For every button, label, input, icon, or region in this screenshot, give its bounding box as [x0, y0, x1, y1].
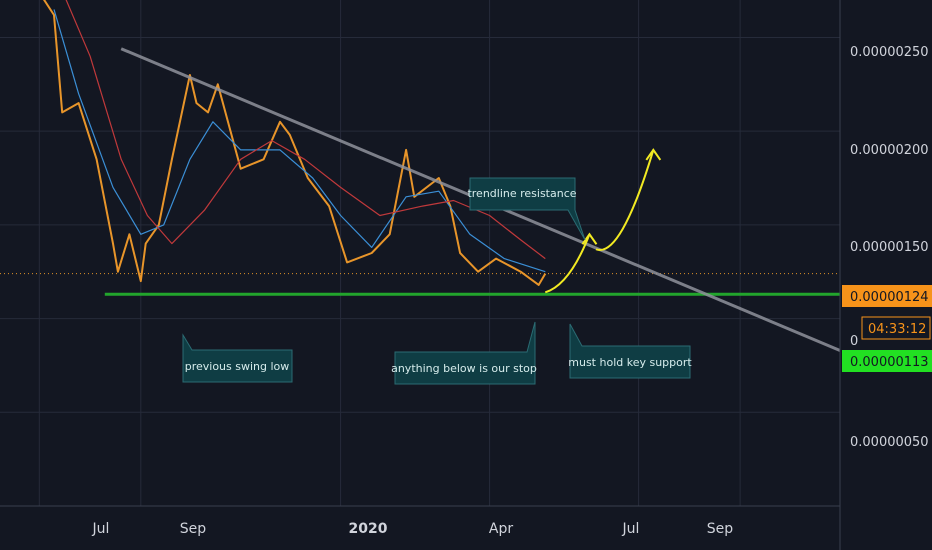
grid-lines: [0, 0, 840, 506]
y-tick-label: 0.00000200: [850, 143, 929, 158]
callout-text: anything below is our stop: [391, 362, 537, 375]
y-tick-label-partial: 0: [850, 334, 858, 349]
support-price-tag: [842, 350, 932, 372]
projection-arrow-head: [645, 148, 662, 161]
callout-text: trendline resistance: [467, 187, 576, 200]
projection-arrow: [595, 149, 655, 251]
x-tick-label: Sep: [180, 521, 207, 537]
x-tick-label: Jul: [92, 521, 110, 537]
countdown-tag: [861, 316, 931, 340]
callout-box: [394, 321, 536, 385]
callout-text: previous swing low: [185, 360, 290, 373]
projection-arrow-head: [581, 232, 598, 245]
callout-box: [182, 333, 293, 383]
callout-stop: anything below is our stop: [391, 321, 537, 385]
callout-box: [469, 177, 586, 241]
x-tick-label: 2020: [349, 521, 388, 537]
y-tick-label: 0.00000050: [850, 435, 929, 450]
last-price-label: 0.00000124: [850, 290, 929, 305]
callout-key-support: must hold key support: [568, 323, 692, 379]
price-series-line: [43, 0, 547, 286]
countdown-label: 04:33:12: [868, 322, 926, 337]
x-tick-label: Jul: [622, 521, 640, 537]
callout-trendline-resistance: trendline resistance: [467, 177, 586, 241]
support-price-label: 0.00000113: [850, 355, 929, 370]
ma-fast-line: [53, 9, 546, 273]
y-tick-label: 0.00000150: [850, 240, 929, 255]
callout-text: must hold key support: [568, 356, 692, 369]
callout-previous-swing-low: previous swing low: [182, 333, 293, 383]
last-price-tag: [842, 285, 932, 307]
callout-box: [569, 323, 691, 379]
projection-arrow: [544, 233, 591, 294]
x-tick-label: Apr: [489, 521, 513, 537]
x-tick-label: Sep: [707, 521, 734, 537]
y-tick-label: 0.00000250: [850, 45, 929, 60]
